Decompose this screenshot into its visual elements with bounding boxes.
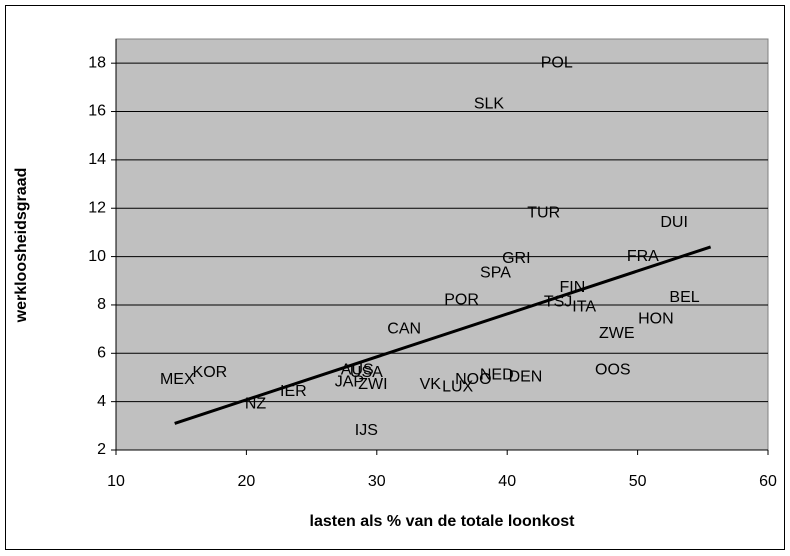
point-label: LUX bbox=[442, 378, 473, 395]
point-label: DEN bbox=[509, 369, 543, 386]
x-tick-label: 30 bbox=[368, 473, 386, 490]
point-label: POL bbox=[541, 54, 573, 71]
y-tick-label: 6 bbox=[97, 345, 106, 362]
point-label: HON bbox=[638, 311, 674, 328]
point-label: POR bbox=[444, 291, 479, 308]
y-tick-label: 2 bbox=[97, 441, 106, 458]
point-label: KOR bbox=[193, 364, 228, 381]
point-label: OOS bbox=[595, 361, 631, 378]
x-tick-label: 20 bbox=[238, 473, 256, 490]
point-label: SPA bbox=[480, 265, 511, 282]
y-tick-label: 10 bbox=[88, 248, 106, 265]
y-axis-title: werkloosheidsgraad bbox=[13, 168, 30, 324]
point-label: BEL bbox=[669, 289, 699, 306]
point-label: TUR bbox=[527, 204, 560, 221]
x-tick-label: 50 bbox=[629, 473, 647, 490]
point-label: FRA bbox=[627, 248, 659, 265]
point-label: IJS bbox=[355, 422, 378, 439]
y-tick-label: 8 bbox=[97, 296, 106, 313]
y-tick-label: 14 bbox=[88, 151, 106, 168]
point-label: CAN bbox=[387, 320, 421, 337]
point-label: VK bbox=[420, 376, 442, 393]
plot-area bbox=[115, 38, 769, 451]
point-label: NOO bbox=[455, 371, 491, 388]
point-label: DUI bbox=[660, 214, 688, 231]
x-tick-label: 40 bbox=[498, 473, 516, 490]
x-tick-label: 60 bbox=[759, 473, 777, 490]
y-tick-label: 4 bbox=[97, 393, 106, 410]
x-axis-title: lasten als % van de totale loonkost bbox=[310, 513, 576, 530]
point-label: GRI bbox=[502, 250, 530, 267]
point-label: ITA bbox=[572, 299, 596, 316]
point-label: USA bbox=[350, 364, 383, 381]
trendline bbox=[174, 245, 712, 425]
y-tick-label: 12 bbox=[88, 199, 106, 216]
point-label: JAP bbox=[335, 374, 364, 391]
point-label: MEX bbox=[160, 371, 195, 388]
point-label: ZWE bbox=[599, 325, 635, 342]
x-tick-label: 10 bbox=[107, 473, 125, 490]
y-tick-label: 18 bbox=[88, 54, 106, 71]
point-label: ZWI bbox=[358, 376, 387, 393]
point-label: NED bbox=[480, 366, 514, 383]
point-label: FIN bbox=[560, 279, 586, 296]
y-tick-label: 16 bbox=[88, 103, 106, 120]
point-label: SLK bbox=[474, 95, 505, 112]
